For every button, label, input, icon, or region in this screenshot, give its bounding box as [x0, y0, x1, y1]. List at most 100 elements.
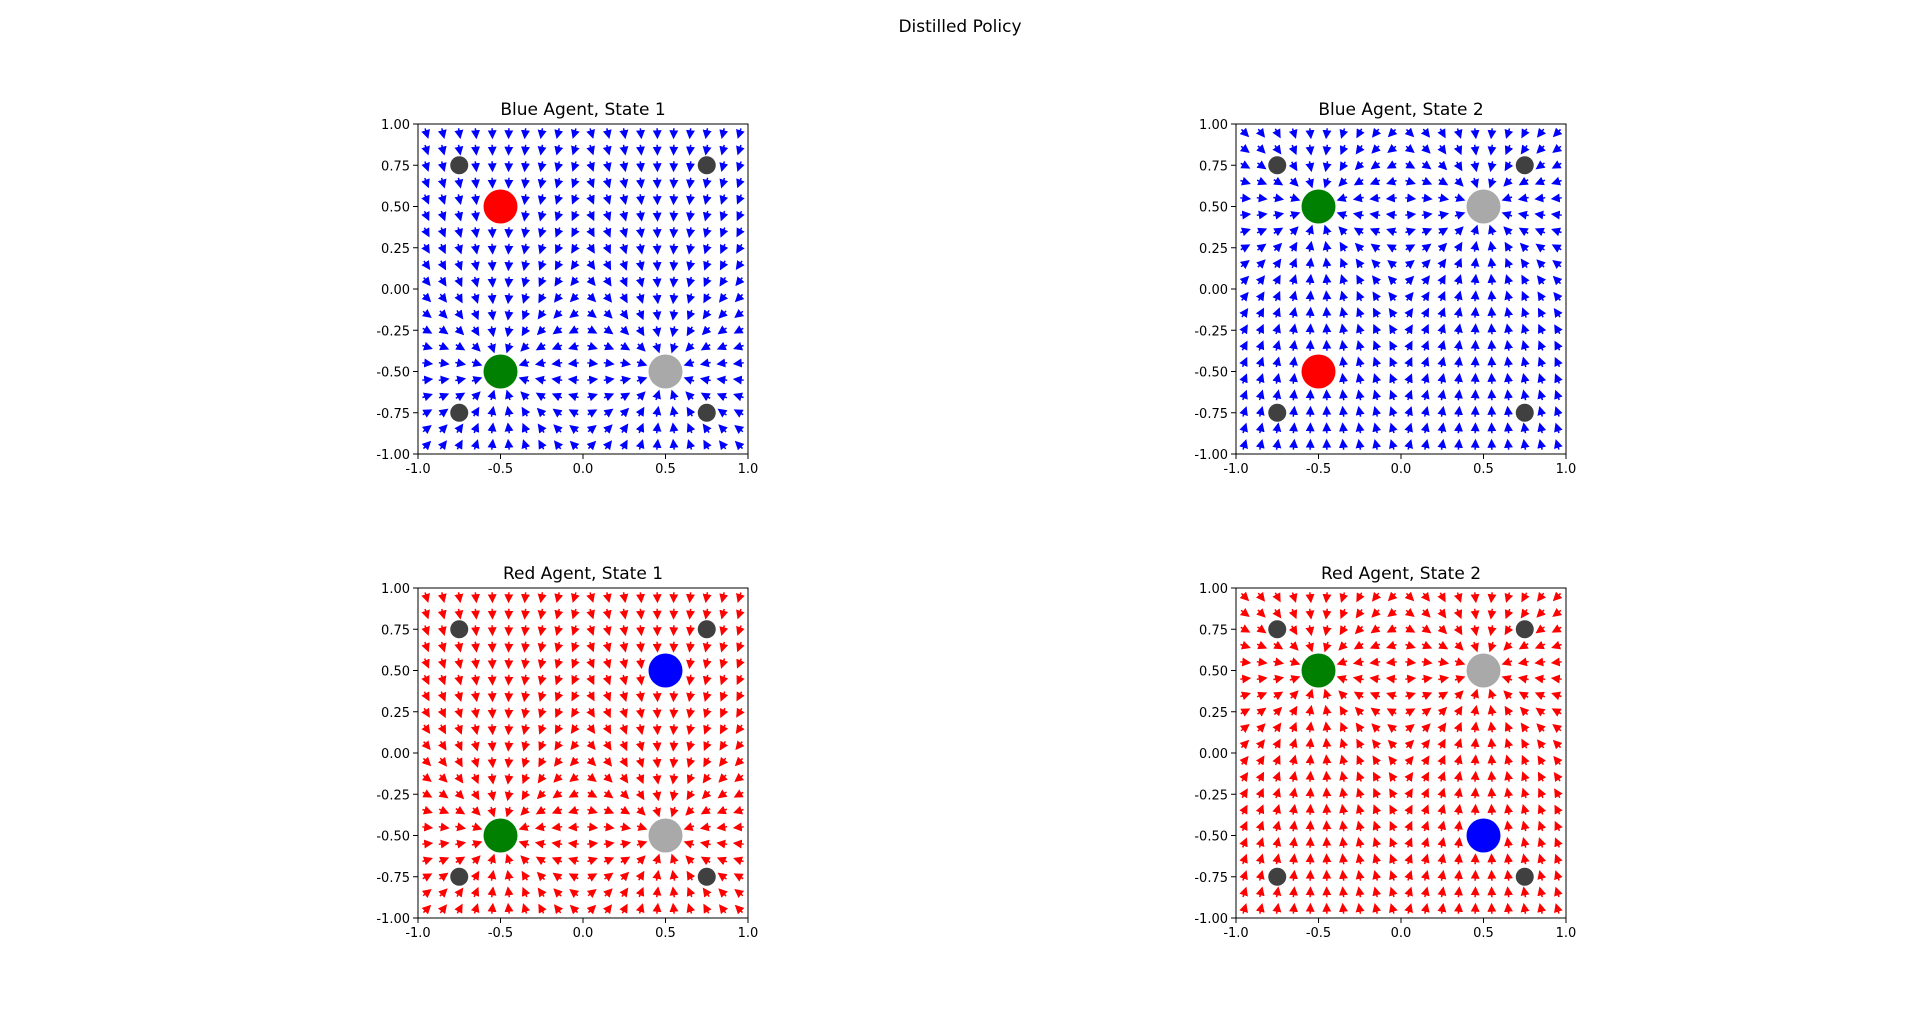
- quiver-arrow: [589, 725, 594, 732]
- quiver-arrow: [690, 194, 691, 202]
- quiver-arrow: [541, 675, 543, 683]
- quiver-arrow: [1356, 197, 1364, 199]
- quiver-arrow: [556, 907, 561, 913]
- quiver-arrow: [705, 277, 708, 284]
- quiver-arrow: [1508, 906, 1509, 914]
- quiver-arrow: [719, 843, 727, 844]
- quiver-arrow: [1457, 741, 1460, 749]
- quiver-arrow: [538, 858, 545, 862]
- quiver-arrow: [622, 906, 626, 913]
- quiver-arrow: [673, 757, 674, 765]
- quiver-arrow: [673, 889, 674, 897]
- quiver-arrow: [1538, 163, 1545, 168]
- quiver-arrow: [1326, 326, 1327, 334]
- quiver-arrow: [588, 328, 595, 332]
- quiver-arrow: [1340, 692, 1346, 698]
- quiver-arrow: [1457, 261, 1460, 268]
- quiver-arrow: [1241, 163, 1248, 167]
- y-tick-label: -0.75: [1194, 407, 1228, 422]
- quiver-arrow: [1391, 425, 1394, 433]
- quiver-arrow: [1405, 180, 1413, 183]
- quiver-arrow: [1456, 692, 1462, 698]
- quiver-arrow: [556, 294, 561, 300]
- quiver-arrow: [424, 742, 429, 748]
- quiver-arrow: [737, 907, 743, 913]
- quiver-arrow: [607, 178, 609, 186]
- quiver-arrow: [1389, 246, 1396, 250]
- quiver-arrow: [540, 906, 544, 913]
- quiver-arrow: [605, 294, 610, 300]
- quiver-arrow: [1390, 742, 1396, 748]
- quiver-arrow: [1456, 643, 1462, 649]
- quiver-arrow: [607, 128, 609, 136]
- quiver-arrow: [1422, 678, 1430, 679]
- quiver-arrow: [1505, 179, 1511, 185]
- quiver-arrow: [458, 178, 460, 186]
- quiver-arrow: [1405, 644, 1413, 647]
- quiver-arrow: [722, 625, 724, 633]
- quiver-arrow: [1390, 726, 1396, 731]
- quiver-arrow: [656, 326, 658, 334]
- quiver-arrow: [1474, 708, 1476, 716]
- quiver-arrow: [590, 609, 593, 617]
- quiver-arrow: [1407, 774, 1412, 781]
- quiver-arrow: [556, 277, 560, 284]
- quiver-arrow: [557, 642, 559, 650]
- quiver-arrow: [1260, 425, 1262, 433]
- quiver-arrow: [425, 161, 428, 169]
- quiver-arrow: [1475, 326, 1476, 334]
- quiver-arrow: [1554, 180, 1562, 183]
- quiver-arrow: [1423, 593, 1428, 599]
- quiver-arrow: [721, 443, 726, 449]
- quiver-arrow: [1540, 359, 1543, 367]
- quiver-arrow: [1491, 277, 1492, 285]
- quiver-arrow: [704, 890, 709, 897]
- quiver-arrow: [588, 294, 594, 300]
- quiver-arrow: [606, 675, 609, 683]
- quiver-arrow: [459, 609, 460, 617]
- quiver-arrow: [422, 827, 430, 828]
- quiver-arrow: [541, 227, 543, 235]
- quiver-arrow: [1538, 146, 1544, 152]
- quiver-arrow: [1475, 790, 1476, 798]
- quiver-arrow: [705, 708, 708, 716]
- quiver-arrow: [440, 775, 446, 781]
- quiver-arrow: [1538, 230, 1545, 233]
- quiver-arrow: [1406, 610, 1412, 615]
- quiver-arrow: [737, 443, 743, 449]
- quiver-arrow: [638, 857, 644, 863]
- quiver-arrow: [1422, 214, 1430, 215]
- quiver-arrow: [1457, 128, 1460, 136]
- quiver-arrow: [422, 363, 430, 364]
- quiver-arrow: [1373, 644, 1380, 647]
- x-tick-label: 1.0: [1556, 462, 1577, 477]
- quiver-arrow: [1240, 694, 1248, 697]
- quiver-arrow: [1373, 230, 1380, 233]
- quiver-arrow: [1537, 678, 1545, 679]
- quiver-arrow: [736, 395, 744, 398]
- quiver-arrow: [557, 609, 559, 617]
- quiver-arrow: [1458, 889, 1459, 897]
- quiver-arrow: [690, 609, 691, 617]
- quiver-arrow: [1438, 661, 1446, 663]
- quiver-arrow: [1390, 129, 1396, 135]
- quiver-arrow: [736, 345, 744, 348]
- x-tick-label: -1.0: [1223, 926, 1248, 941]
- quiver-arrow: [590, 659, 593, 666]
- quiver-arrow: [1390, 262, 1396, 267]
- quiver-arrow: [1491, 774, 1492, 782]
- quiver-arrow: [1508, 343, 1509, 351]
- quiver-arrow: [656, 343, 659, 351]
- quiver-arrow: [690, 178, 691, 186]
- quiver-arrow: [525, 145, 526, 153]
- quiver-arrow: [571, 792, 578, 796]
- quiver-arrow: [1439, 245, 1445, 251]
- quiver-arrow: [719, 379, 727, 380]
- quiver-arrow: [606, 194, 609, 202]
- quiver-arrow: [590, 161, 593, 169]
- quiver-arrow: [1491, 145, 1492, 153]
- quiver-arrow: [1424, 359, 1427, 367]
- quiver-arrow: [458, 725, 461, 732]
- quiver-arrow: [623, 691, 625, 699]
